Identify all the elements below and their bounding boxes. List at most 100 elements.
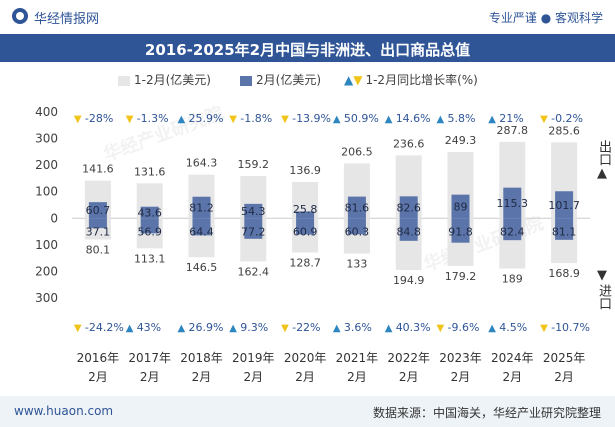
export-side-label: 出口 ▲ (595, 140, 611, 182)
import-growth-label: -10.7% (551, 321, 590, 334)
growth-up-icon: ▲ (385, 114, 393, 125)
import-growth-label: 3.6% (344, 321, 372, 334)
growth-up-icon: ▲ (178, 114, 186, 125)
x-tick-label-month: 2月 (451, 370, 471, 384)
import-feb-bar (451, 218, 470, 243)
export-feb-label: 43.6 (137, 206, 162, 219)
import-jan-feb-label: 128.7 (289, 256, 321, 269)
import-feb-label: 82.4 (500, 225, 525, 238)
legend-up-icon: ▲ (344, 73, 354, 87)
legend-item-growth: ▲▼ 1-2月同比增长率(%) (344, 71, 478, 88)
export-arrow-icon: ▲ (597, 166, 607, 181)
export-growth-label: 50.9% (344, 112, 379, 125)
export-growth-label: -28% (85, 112, 113, 125)
import-jan-feb-label: 113.1 (134, 252, 166, 265)
export-feb-label: 81.2 (189, 201, 214, 214)
growth-down-icon: ▼ (540, 323, 548, 334)
import-growth-label: -24.2% (85, 321, 124, 334)
export-side-text: 出口 (596, 140, 611, 166)
import-feb-bar (192, 218, 211, 236)
import-feb-label: 37.1 (86, 225, 111, 238)
export-feb-bar (88, 202, 107, 219)
import-growth-label: 43% (137, 321, 161, 334)
growth-down-icon: ▼ (126, 114, 134, 125)
growth-up-icon: ▲ (333, 114, 341, 125)
export-feb-bar (296, 211, 315, 219)
export-jan-feb-label: 249.3 (445, 134, 477, 147)
x-tick-label-year: 2020年 (284, 351, 327, 365)
import-feb-bar (140, 218, 159, 234)
x-tick-label-month: 2月 (347, 370, 367, 384)
export-jan-feb-label: 164.3 (186, 157, 218, 170)
import-growth-label: 26.9% (189, 321, 224, 334)
export-feb-bar (140, 206, 159, 219)
growth-down-icon: ▼ (281, 114, 289, 125)
import-feb-label: 60.3 (345, 225, 370, 238)
import-feb-bar (503, 218, 522, 241)
y-tick-label: 100 (35, 185, 58, 199)
export-growth-label: -1.8% (240, 112, 272, 125)
growth-up-icon: ▲ (385, 323, 393, 334)
export-feb-label: 101.7 (548, 199, 580, 212)
import-feb-bar (399, 218, 418, 241)
top-bar: 华经情报网 专业严谨 ● 客观科学 (0, 0, 615, 34)
export-jan-feb-label: 206.5 (341, 145, 373, 158)
import-feb-bar (88, 218, 107, 229)
export-growth-label: -0.2% (551, 112, 583, 125)
export-feb-bar (399, 196, 418, 219)
footer: www.huaon.com 数据来源：中国海关，华经产业研究院整理 (0, 396, 615, 427)
slogan: 专业严谨 ● 客观科学 (488, 11, 603, 25)
legend-down-icon: ▼ (353, 73, 363, 87)
import-growth-label: 4.5% (499, 321, 527, 334)
export-feb-label: 25.8 (293, 203, 318, 216)
footer-url: www.huaon.com (14, 404, 114, 418)
import-growth-label: 40.3% (396, 321, 431, 334)
growth-down-icon: ▼ (74, 114, 82, 125)
export-jan-feb-label: 236.6 (393, 137, 425, 150)
growth-down-icon: ▼ (229, 114, 237, 125)
export-growth-label: 25.9% (189, 112, 224, 125)
import-feb-label: 81.1 (552, 225, 577, 238)
title-bar: 2016-2025年2月中国与非洲进、出口商品总值 (0, 34, 615, 62)
export-feb-label: 81.6 (345, 201, 370, 214)
legend-label-feb: 2月(亿美元) (256, 73, 321, 87)
x-tick-label-year: 2019年 (232, 351, 275, 365)
footer-source: 数据来源：中国海关，华经产业研究院整理 (372, 406, 601, 420)
x-tick-label-month: 2月 (502, 370, 522, 384)
brand-name: 华经情报网 (34, 12, 100, 27)
export-feb-bar (244, 203, 263, 219)
import-arrow-icon: ▼ (597, 268, 607, 283)
growth-up-icon: ▲ (178, 323, 186, 334)
x-tick-label-year: 2024年 (491, 351, 534, 365)
export-jan-feb-label: 285.6 (548, 124, 580, 137)
import-feb-label: 91.8 (448, 225, 473, 238)
import-feb-label: 84.8 (396, 225, 421, 238)
import-feb-bar (296, 218, 315, 235)
x-tick-label-year: 2017年 (128, 351, 171, 365)
growth-up-icon: ▲ (488, 114, 496, 125)
legend-item-feb: 2月(亿美元) (240, 71, 321, 88)
growth-down-icon: ▼ (281, 323, 289, 334)
x-tick-label-month: 2月 (554, 370, 574, 384)
x-tick-label-year: 2021年 (336, 351, 379, 365)
y-tick-label: 400 (35, 105, 58, 119)
export-growth-label: 5.8% (448, 112, 476, 125)
import-feb-label: 77.2 (241, 225, 266, 238)
growth-up-icon: ▲ (229, 323, 237, 334)
x-tick-label-month: 2月 (140, 370, 160, 384)
import-jan-feb-label: 194.9 (393, 274, 425, 287)
export-growth-label: -1.3% (137, 112, 169, 125)
y-tick-label: 300 (35, 132, 58, 146)
export-growth-label: -13.9% (292, 112, 331, 125)
export-feb-label: 60.7 (86, 204, 111, 217)
export-jan-feb-label: 141.6 (82, 163, 114, 176)
export-feb-bar (347, 196, 366, 219)
growth-up-icon: ▲ (488, 323, 496, 334)
export-feb-bar (451, 194, 470, 219)
import-jan-feb-label: 162.4 (238, 265, 270, 278)
x-tick-label-month: 2月 (192, 370, 212, 384)
export-jan-feb-label: 159.2 (238, 158, 270, 171)
import-growth-label: -9.6% (448, 321, 480, 334)
x-tick-label-month: 2月 (88, 370, 108, 384)
import-jan-feb-label: 146.5 (186, 261, 218, 274)
